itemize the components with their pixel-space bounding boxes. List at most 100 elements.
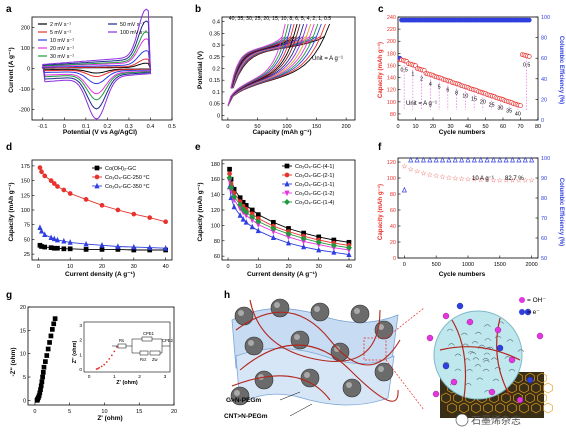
panel-f-y2tick-label: 80 [541,196,547,202]
panel-e-data-point [270,234,276,241]
panel-h-electron [526,376,534,384]
panel-g-circuit-label: CPE2 [162,338,174,343]
panel-e-data-point [270,225,277,232]
panel-h-particle-highlight [234,390,240,396]
panel-h-co3o4-particle [300,368,320,388]
panel-b-ylabel: Potential (V) [197,51,204,89]
panel-f-capacity-point: ☆ [497,176,503,184]
panel-b-rate-labels: 40, 35, 30, 25, 20, 15, 10, 8, 6, 5, 4, … [229,16,331,22]
panel-h-particle-highlight [314,306,320,312]
panel-g-data-point [48,333,54,339]
panel-f-y2label: Columbic Efficiency (%) [558,178,564,246]
panel-c-y2label: Columbic Efficiency (%) [558,36,564,104]
panel-g-circuit-wires [112,338,170,354]
panel-b-letter: b [195,4,201,15]
panel-d-data-point [42,231,48,238]
panel-c-y2tick-label: 100 [541,15,550,21]
panel-a-ytick-label: -200 [19,108,30,114]
panel-f-xlabel: Cycle numbers [439,271,486,278]
panel-h-nanosheet [469,351,477,355]
panel-h-legend-oh: = OH⁻ [527,297,546,304]
panel-c-xtick-label: 60 [500,124,506,130]
panel-b-xtick-label: 200 [342,124,351,130]
panel-e-data-point [255,212,261,217]
panel-c-ytick-label: 160 [387,63,396,69]
panel-d-data-point [147,244,153,250]
panel-d-data-point [83,240,89,247]
panel-d-xtick-label: 0 [37,264,40,270]
panel-e-data-point [249,207,255,213]
panel-c-rate-label: 30 [497,106,503,112]
panel-b-ytick-label: 0.25 [209,55,220,61]
panel-h-lattice-hex [441,392,451,404]
panel-h-lattice-hex [531,382,541,394]
panel-h-zoomed-cnt [451,319,467,399]
panel-g-circuit-cpe1 [141,336,153,342]
panel-f-capacity-point: ☆ [401,163,407,171]
panel-d-ytick-label: 150 [21,179,30,185]
panel-h-particle-highlight [304,372,310,378]
panel-a-xtick-label: 0.4 [147,124,155,130]
panel-h-zoom-line [385,307,425,339]
panel-g-inset-xlabel: Z' (ohm) [116,380,138,386]
panel-c-xtick-label: 70 [517,124,523,130]
panel-h-oh-ion [432,390,440,398]
panel-h-electron [442,362,450,370]
panel-e-xtick-label: 10 [255,264,261,270]
panel-h-nanosheet [482,357,489,361]
panel-h-oh-ion [488,388,496,396]
panel-h-nanosheet [446,328,454,332]
panel-c-rate-label: 0.5 [523,63,530,69]
panel-b-ytick-label: 0.05 [209,102,220,108]
panel-d-data-point [99,202,105,208]
panel-a-xtick-label: 0.3 [125,124,133,130]
panel-b-ytick-label: 0.2 [212,67,220,73]
panel-f-capacity-point: ☆ [433,172,439,180]
panel-f-efficiency-point [408,156,414,163]
panel-h-nanosheet [466,369,473,372]
panel-f-capacity-point: ☆ [471,176,477,184]
panel-d-data-point [55,184,60,189]
panel-h-particle-highlight [354,308,360,314]
panel-f-capacity-point: ☆ [484,176,490,184]
panel-f-y2tick-label: 90 [541,176,547,182]
panel-f-xtick-label: 1000 [462,262,474,268]
panel-h-particle-highlight [258,374,264,380]
panel-g-xtick-label: 5 [68,409,71,415]
panel-g-inset-point [97,367,99,370]
panel-d-ytick-label: 175 [21,164,30,170]
panel-e-legend-label: Co₃O₄-GC-(1-2) [295,191,334,197]
panel-b-ytick-label: 0.1 [212,90,220,96]
panel-d-ytick-label: 25 [24,252,30,258]
panel-h-nanosheet [494,366,502,370]
panel-a-legend-label: 30 mV s⁻¹ [50,54,74,60]
panel-h-particle-highlight [378,324,384,330]
panel-h-co3o4-particle [342,378,362,398]
panel-f-efficiency-point [497,156,503,163]
panel-g-data-point [41,364,47,370]
panel-f-capacity-point: ☆ [490,176,496,184]
panel-e-data-point [301,243,307,250]
panel-h-oh-ion [536,332,544,340]
panel-f-y2tick-label: 60 [541,236,547,242]
panel-c-rate-label: 20 [480,100,486,106]
panel-e-data-point [231,203,237,210]
panel-c-xtick-label: 40 [465,124,471,130]
panel-g-inset-point [115,346,118,348]
panel-d-xtick-label: 30 [131,264,137,270]
panel-c-rate-label: 5 [438,84,441,90]
panel-a-legend-label: 50 mV s⁻¹ [120,22,144,28]
watermark-text: 石墨烯杂志 [471,414,521,427]
panel-h-letter: h [224,290,230,301]
panel-f-efficiency-point [452,156,458,163]
panel-h-lattice-hex [537,392,547,404]
panel-g-inset-ytick-label: 0 [79,367,82,373]
panel-h-nanosheet [462,343,469,347]
panel-f-capacity-point: ☆ [522,177,528,185]
panel-c-y2tick-label: 60 [541,56,547,62]
panel-h-electron [496,344,504,352]
panel-h-zoomed-particle [433,310,523,400]
panel-c-y2tick-label: 80 [541,36,547,42]
panel-e-legend-marker [284,180,290,187]
panel-h-oh-ion [494,326,502,334]
